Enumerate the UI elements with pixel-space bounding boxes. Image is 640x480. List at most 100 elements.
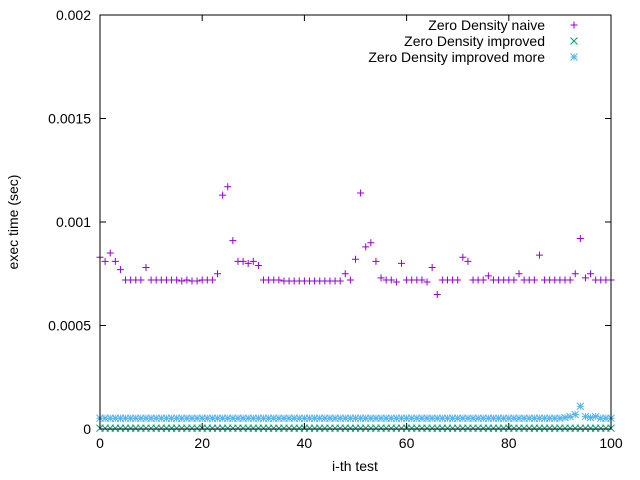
data-point <box>402 414 411 423</box>
data-point <box>116 414 125 423</box>
legend-marker <box>570 53 578 61</box>
data-point <box>484 414 493 423</box>
data-point <box>387 276 395 284</box>
data-point <box>244 259 252 267</box>
data-point <box>254 261 262 269</box>
data-point <box>224 183 232 191</box>
data-point <box>290 414 299 423</box>
data-point <box>448 414 457 423</box>
data-point <box>234 414 242 423</box>
data-point <box>239 257 247 265</box>
data-point <box>494 414 503 423</box>
data-point <box>433 290 441 298</box>
data-point <box>172 414 181 423</box>
data-point <box>274 414 283 423</box>
data-point <box>571 270 579 278</box>
data-point <box>208 276 216 284</box>
data-point <box>535 414 544 423</box>
data-point <box>183 414 191 423</box>
data-point <box>259 414 268 423</box>
data-point <box>341 414 350 423</box>
data-point <box>162 414 171 423</box>
x-tick-label: 80 <box>501 435 517 451</box>
data-point <box>223 414 232 423</box>
data-point <box>479 276 487 284</box>
legend-label: Zero Density improved <box>404 33 545 49</box>
data-point <box>357 189 365 197</box>
data-point <box>433 414 442 423</box>
data-point <box>428 264 436 272</box>
data-point <box>229 414 237 423</box>
data-point <box>586 413 595 422</box>
y-tick-label: 0.0005 <box>48 318 91 334</box>
data-point <box>596 414 605 423</box>
data-point <box>336 414 345 423</box>
series-cross <box>96 424 615 433</box>
y-tick-label: 0.001 <box>56 214 91 230</box>
data-point <box>178 277 186 285</box>
data-point <box>428 414 437 423</box>
data-point <box>571 410 580 419</box>
data-point <box>418 276 426 284</box>
data-point <box>392 414 401 423</box>
data-point <box>142 264 150 272</box>
data-point <box>392 278 400 286</box>
data-point <box>183 276 191 284</box>
data-point <box>326 414 334 423</box>
data-point <box>362 243 370 251</box>
data-point <box>193 414 201 423</box>
data-point <box>254 414 263 423</box>
data-point <box>275 276 283 284</box>
data-point <box>407 414 416 423</box>
data-point <box>591 412 600 421</box>
data-point <box>382 414 391 423</box>
data-point <box>489 414 498 423</box>
y-tick-label: 0.002 <box>56 7 91 23</box>
data-point <box>331 414 339 423</box>
data-point <box>504 414 513 423</box>
data-point <box>352 255 359 263</box>
data-point <box>581 412 590 421</box>
data-point <box>412 414 421 423</box>
data-point <box>464 257 472 265</box>
data-point <box>367 239 375 247</box>
data-point <box>188 414 196 423</box>
legend-label: Zero Density naive <box>428 17 545 33</box>
data-point <box>142 414 150 423</box>
data-point <box>244 414 253 423</box>
data-point <box>285 414 293 423</box>
x-tick-label: 20 <box>194 435 210 451</box>
series-star <box>96 402 615 423</box>
data-point <box>540 414 549 423</box>
data-point <box>239 414 247 423</box>
data-point <box>177 414 186 423</box>
y-axis-label: exec time (sec) <box>5 175 21 270</box>
x-tick-label: 60 <box>399 435 415 451</box>
data-point <box>152 414 161 423</box>
data-point <box>111 257 119 265</box>
data-point <box>499 414 508 423</box>
data-point <box>474 414 482 423</box>
data-point <box>372 414 380 423</box>
data-point <box>530 276 538 284</box>
data-point <box>295 414 304 423</box>
data-point <box>459 253 467 261</box>
data-point <box>561 413 569 422</box>
data-point <box>137 276 145 284</box>
data-point <box>550 414 559 423</box>
data-point <box>305 414 314 423</box>
data-point <box>515 414 523 423</box>
data-point <box>106 414 115 423</box>
data-point <box>351 414 360 423</box>
y-tick-label: 0.0015 <box>48 111 91 127</box>
data-point <box>101 257 109 265</box>
data-point <box>310 414 319 423</box>
data-point <box>214 270 222 278</box>
data-point <box>346 276 354 284</box>
data-point <box>173 276 181 284</box>
data-point <box>515 270 523 278</box>
data-point <box>346 414 355 423</box>
data-point <box>366 414 375 423</box>
data-point <box>121 414 130 423</box>
